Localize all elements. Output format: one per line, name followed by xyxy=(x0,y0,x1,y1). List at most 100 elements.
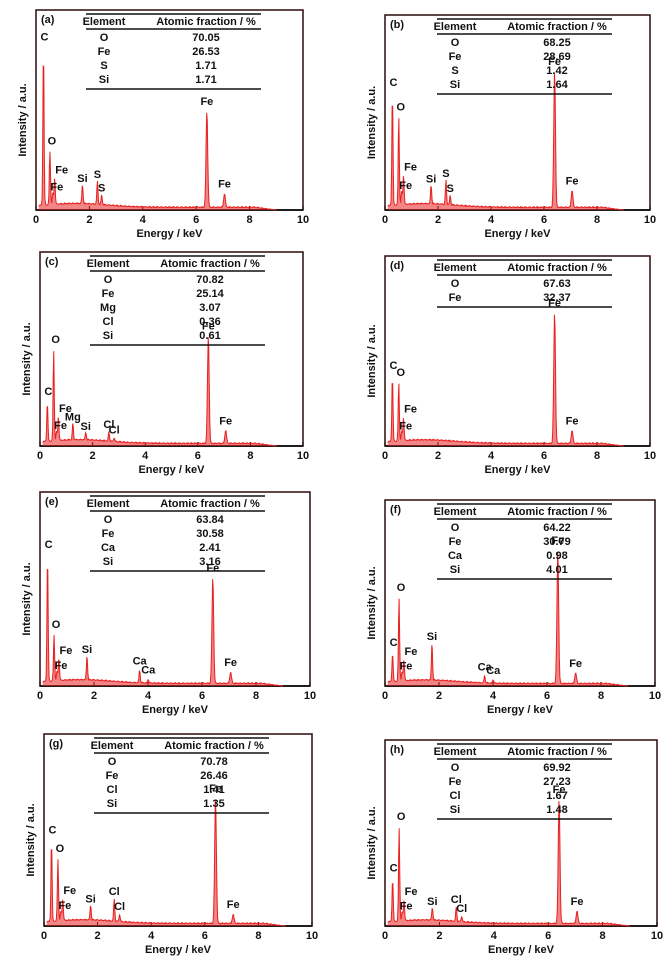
peak-label: Fe xyxy=(224,657,237,669)
peak-label: C xyxy=(45,539,53,551)
x-tick-label: 8 xyxy=(600,930,606,942)
spectrum-line xyxy=(387,314,624,447)
x-tick-label: 8 xyxy=(253,690,259,702)
x-tick-label: 0 xyxy=(382,214,388,226)
table-cell-element: Fe xyxy=(449,776,462,788)
x-tick-label: 2 xyxy=(91,690,97,702)
x-tick-label: 8 xyxy=(247,214,253,226)
table-cell-element: Si xyxy=(450,804,460,816)
x-axis-title: Energy / keV xyxy=(136,228,203,240)
x-tick-label: 4 xyxy=(488,450,495,462)
peak-label: Si xyxy=(426,174,436,186)
table-cell-fraction: 67.63 xyxy=(543,278,571,290)
peak-label: Fe xyxy=(202,320,215,332)
spectrum-line xyxy=(387,552,629,687)
spectrum-area xyxy=(387,552,628,686)
table-cell-element: Fe xyxy=(449,536,462,548)
x-tick-label: 6 xyxy=(199,690,205,702)
peak-label: C xyxy=(40,32,48,44)
x-tick-label: 8 xyxy=(594,214,600,226)
y-axis-title: Intensity / a.u. xyxy=(366,86,378,159)
x-tick-label: 10 xyxy=(304,690,316,702)
spectrum-area xyxy=(38,66,277,210)
x-tick-label: 2 xyxy=(86,214,92,226)
x-tick-label: 4 xyxy=(148,930,155,942)
table-cell-element: O xyxy=(104,274,113,286)
table-cell-element: O xyxy=(451,522,460,534)
peak-label: Fe xyxy=(404,161,417,173)
x-tick-label: 6 xyxy=(541,214,547,226)
table-cell-element: Si xyxy=(107,798,117,810)
panel-label: (h) xyxy=(390,744,404,756)
table-cell-element: Si xyxy=(450,564,460,576)
spectrum-line xyxy=(38,65,277,211)
peak-label: Fe xyxy=(548,56,561,68)
peak-label: O xyxy=(396,101,405,113)
eds-panel-a: 0 2 4 6 8 10 Energy / keV Intensity / a.u. (a) C O… xyxy=(17,9,309,240)
plot-frame xyxy=(384,739,658,927)
x-tick-label: 0 xyxy=(382,690,388,702)
x-tick-label: 6 xyxy=(193,214,199,226)
table-header-element: Element xyxy=(434,746,477,758)
x-tick-label: 2 xyxy=(90,450,96,462)
peak-label: Si xyxy=(82,644,92,656)
x-tick-label: 10 xyxy=(649,690,661,702)
table-cell-fraction: 0.36 xyxy=(199,316,220,328)
peak-label: Fe xyxy=(553,784,566,796)
x-tick-label: 2 xyxy=(436,690,442,702)
y-axis-title: Intensity / a.u. xyxy=(366,566,378,639)
peak-label: Si xyxy=(81,421,91,433)
peak-label: O xyxy=(51,334,60,346)
table-cell-fraction: 0.61 xyxy=(199,330,220,342)
panel-label: (f) xyxy=(390,504,401,516)
table-cell-fraction: 32.37 xyxy=(543,292,571,304)
x-tick-label: 4 xyxy=(488,214,495,226)
peak-label: Fe xyxy=(399,180,412,192)
table-header-fraction: Atomic fraction / % xyxy=(507,21,607,33)
spectrum-area xyxy=(42,569,284,686)
table-cell-element: Fe xyxy=(449,292,462,304)
peak-label: Cl xyxy=(109,886,120,898)
peak-label: Fe xyxy=(59,645,72,657)
table-cell-fraction: 2.41 xyxy=(199,542,220,554)
peak-label: C xyxy=(49,824,57,836)
table-cell-element: Mg xyxy=(100,302,116,314)
y-axis-title: Intensity / a.u. xyxy=(17,83,29,156)
table-cell-element: O xyxy=(451,278,460,290)
peak-label: Ca xyxy=(141,665,156,677)
table-cell-element: Ca xyxy=(448,550,463,562)
table-cell-fraction: 1.41 xyxy=(203,784,224,796)
x-axis-title: Energy / keV xyxy=(145,944,212,956)
table-cell-fraction: 3.07 xyxy=(199,302,220,314)
table-header-fraction: Atomic fraction / % xyxy=(160,258,260,270)
table-cell-element: Cl xyxy=(450,790,461,802)
peak-label: Fe xyxy=(405,886,418,898)
peak-label: Fe xyxy=(566,416,579,428)
peak-label: C xyxy=(389,77,397,89)
x-tick-label: 2 xyxy=(435,214,441,226)
table-cell-element: O xyxy=(451,37,460,49)
x-tick-label: 0 xyxy=(382,450,388,462)
panel-label: (d) xyxy=(390,260,404,272)
table-cell-element: Fe xyxy=(98,46,111,58)
spectrum-line xyxy=(46,800,286,927)
table-header-fraction: Atomic fraction / % xyxy=(507,746,607,758)
x-tick-label: 8 xyxy=(594,450,600,462)
table-cell-element: Fe xyxy=(102,528,115,540)
plot-frame xyxy=(35,9,304,211)
x-axis-title: Energy / keV xyxy=(488,944,555,956)
peak-label: Fe xyxy=(55,660,68,672)
x-tick-label: 2 xyxy=(95,930,101,942)
table-cell-fraction: 69.92 xyxy=(543,762,571,774)
peak-label: Fe xyxy=(399,420,412,432)
table-cell-element: O xyxy=(104,514,113,526)
plot-frame xyxy=(43,733,313,927)
table-cell-fraction: 27.23 xyxy=(543,776,571,788)
table-cell-fraction: 70.78 xyxy=(200,756,228,768)
table-cell-fraction: 70.05 xyxy=(192,32,220,44)
x-axis-title: Energy / keV xyxy=(487,704,554,716)
table-header-fraction: Atomic fraction / % xyxy=(160,498,260,510)
x-tick-label: 0 xyxy=(33,214,39,226)
peak-label: Fe xyxy=(209,783,222,795)
